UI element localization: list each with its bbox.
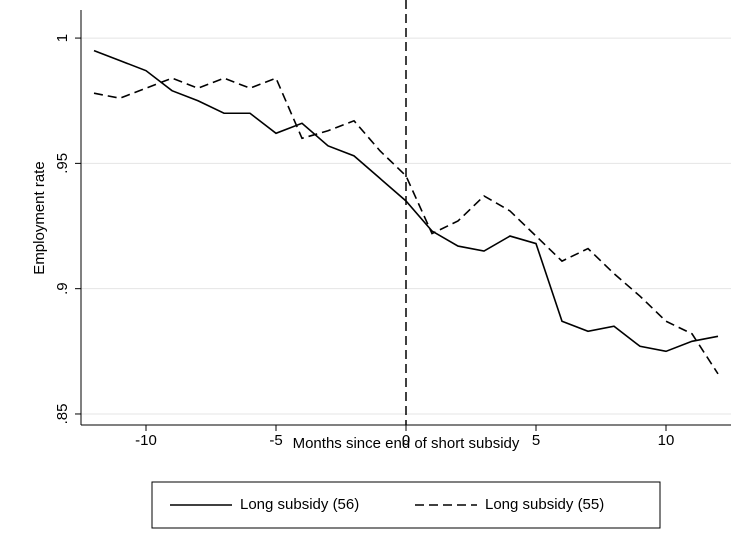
x-tick-label: -10 bbox=[135, 432, 157, 449]
x-axis-label: Months since end of short subsidy bbox=[293, 435, 520, 452]
x-tick-label: 5 bbox=[532, 432, 540, 449]
y-tick-label: 1 bbox=[54, 34, 71, 42]
series-line bbox=[93, 49, 719, 353]
legend-box bbox=[151, 481, 661, 529]
y-tick-label: .9 bbox=[54, 282, 71, 295]
legend-label: Long subsidy (55) bbox=[485, 496, 604, 513]
y-tick-label: .95 bbox=[54, 153, 71, 174]
x-tick-label: 0 bbox=[402, 432, 410, 449]
x-tick-label: 10 bbox=[658, 432, 675, 449]
x-tick-label: -5 bbox=[269, 432, 282, 449]
y-axis-label: Employment rate bbox=[31, 161, 48, 274]
legend-label: Long subsidy (56) bbox=[240, 496, 359, 513]
y-tick-label: .85 bbox=[54, 404, 71, 425]
